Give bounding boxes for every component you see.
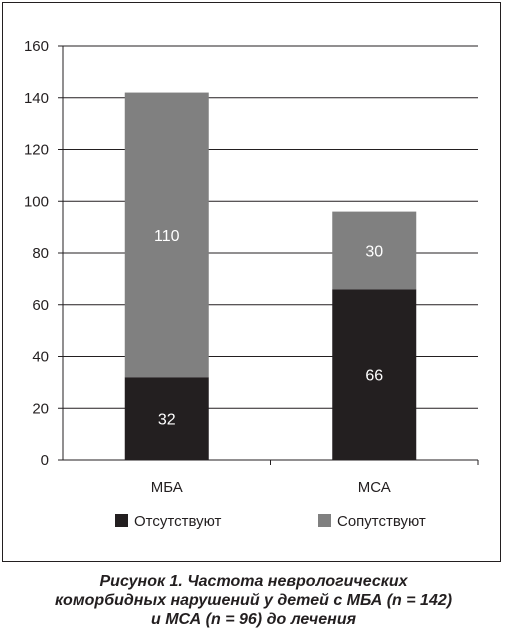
- y-tick-label: 100: [24, 193, 49, 210]
- y-tick-label: 120: [24, 142, 49, 159]
- caption-line-1: Рисунок 1. Частота неврологических: [99, 573, 408, 590]
- y-tick-label: 40: [32, 349, 49, 366]
- y-tick-label: 20: [32, 400, 49, 417]
- y-tick-label: 80: [32, 245, 49, 262]
- bar-segment-concomitant: [332, 211, 417, 290]
- figure-frame: [2, 2, 501, 562]
- data-label: 66: [365, 368, 383, 385]
- caption-line-3: и МСА (n = 96) до лечения: [150, 611, 357, 628]
- x-category-label: МСА: [358, 479, 391, 496]
- y-tick-label: 140: [24, 90, 49, 107]
- bar-segment-absent: [332, 289, 417, 460]
- figure-caption: Рисунок 1. Частота неврологических комор…: [0, 572, 507, 629]
- legend-label: Отсутствуют: [134, 513, 222, 530]
- y-tick-label: 160: [24, 38, 49, 55]
- legend-label: Сопутствуют: [337, 513, 426, 530]
- bar-segment-absent: [124, 377, 209, 460]
- y-tick-label: 0: [41, 452, 49, 469]
- y-tick-label: 60: [32, 297, 49, 314]
- data-label: 32: [158, 412, 176, 429]
- bar-segment-concomitant: [124, 92, 209, 378]
- x-category-label: МБА: [151, 479, 183, 496]
- data-label: 110: [154, 228, 180, 245]
- legend-swatch: [115, 514, 128, 527]
- stacked-bar-chart: 0 20 40 60 80 100 120 140 160 32 110 МБА 66 30 МСА Отсу…: [24, 38, 479, 530]
- data-label: 30: [365, 243, 383, 260]
- caption-line-2: коморбидных нарушений у детей с МБА (n =…: [54, 592, 453, 609]
- legend-swatch: [318, 514, 331, 527]
